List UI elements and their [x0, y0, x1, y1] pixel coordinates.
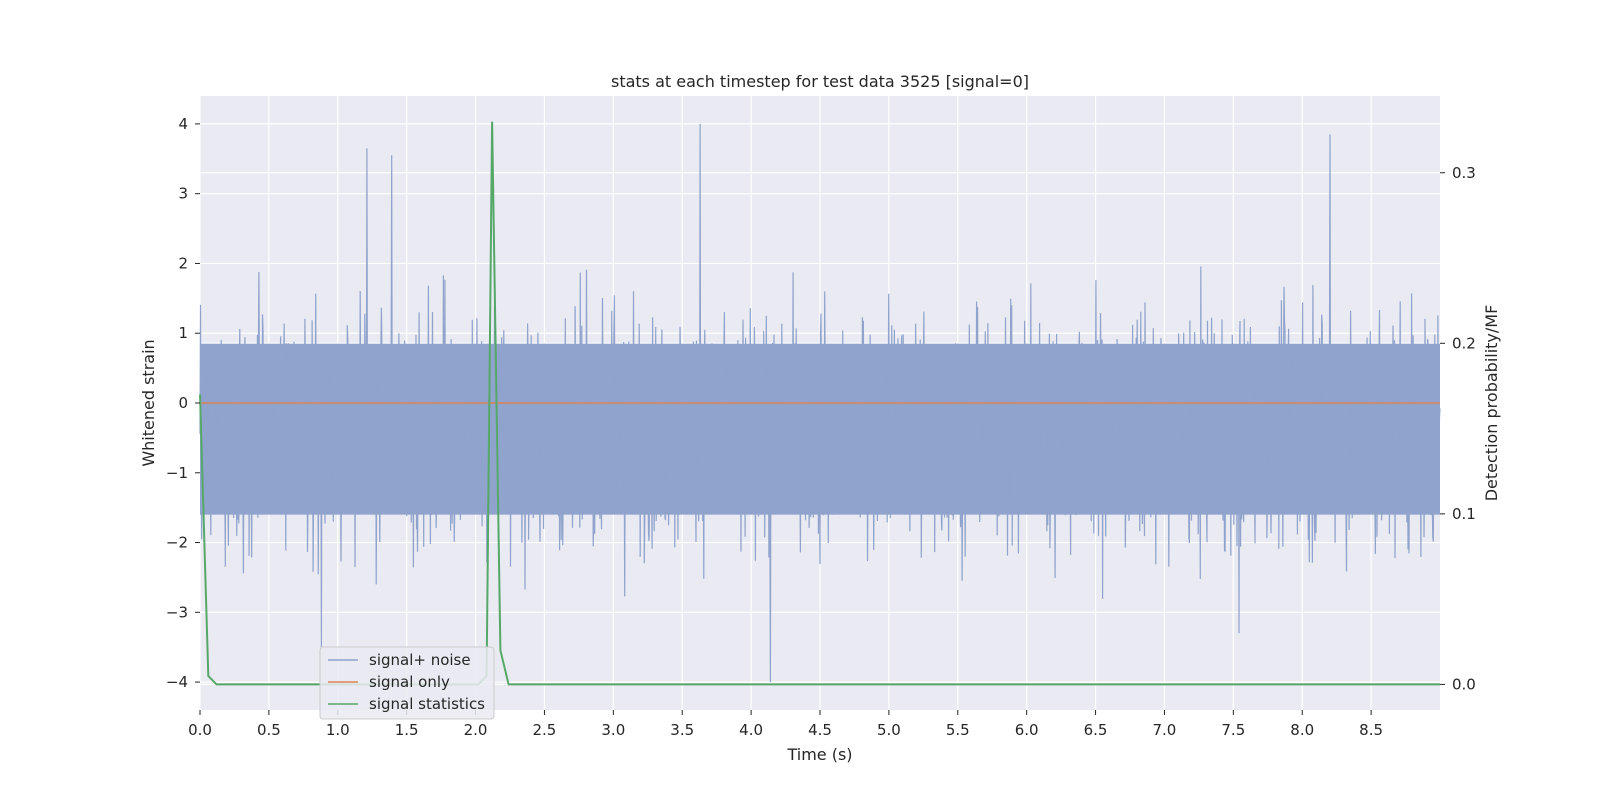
- x-tick-label: 6.5: [1084, 721, 1108, 739]
- x-axis-label: Time (s): [786, 745, 852, 764]
- y-tick-label: −2: [166, 534, 188, 552]
- x-tick-label: 4.5: [808, 721, 832, 739]
- chart-title: stats at each timestep for test data 352…: [611, 72, 1029, 91]
- y-tick-label: 4: [178, 115, 188, 133]
- x-tick-label: 6.0: [1015, 721, 1039, 739]
- x-tick-label: 8.0: [1290, 721, 1314, 739]
- legend-box: [319, 646, 495, 720]
- y-tick-label: 3: [178, 185, 188, 203]
- x-tick-label: 2.5: [533, 721, 557, 739]
- legend-label-signal-statistics: signal statistics: [369, 695, 485, 713]
- legend: signal+ noise signal only signal statist…: [319, 646, 495, 720]
- y2-tick-label: 0.3: [1452, 164, 1476, 182]
- y2-tick-label: 0.2: [1452, 334, 1476, 352]
- x-tick-label: 2.0: [464, 721, 488, 739]
- x-tick-label: 1.0: [326, 721, 350, 739]
- y2-axis-label: Detection probability/MF: [1482, 305, 1501, 502]
- x-tick-label: 5.5: [946, 721, 970, 739]
- x-tick-label: 4.0: [739, 721, 763, 739]
- plot-area: [199, 121, 1441, 686]
- x-tick-label: 1.5: [395, 721, 419, 739]
- x-tick-label: 3.0: [601, 721, 625, 739]
- y2-tick-label: 0.1: [1452, 505, 1476, 523]
- x-tick-label: 0.5: [257, 721, 281, 739]
- y2-tick-label: 0.0: [1452, 675, 1476, 693]
- y-tick-label: −1: [166, 464, 188, 482]
- x-tick-label: 0.0: [188, 721, 212, 739]
- legend-label-signal-noise: signal+ noise: [369, 651, 471, 669]
- y-tick-label: 1: [178, 324, 188, 342]
- y-tick-label: 0: [178, 394, 188, 412]
- y-tick-label: 2: [178, 254, 188, 272]
- y-axis-label: Whitened strain: [139, 339, 158, 466]
- x-tick-label: 5.0: [877, 721, 901, 739]
- x-tick-label: 3.5: [670, 721, 694, 739]
- x-tick-label: 7.0: [1153, 721, 1177, 739]
- legend-label-signal-only: signal only: [369, 673, 450, 691]
- series-signal-noise: [199, 123, 1441, 683]
- y-tick-label: −3: [166, 603, 188, 621]
- axes: 0.0 0.5 1.0 1.5 2.0 2.5 3.0 3.5 4.0 4.5 5.0 5.5 6.0 6…: [166, 115, 1476, 739]
- x-tick-label: 7.5: [1221, 721, 1245, 739]
- y-tick-label: −4: [166, 673, 188, 691]
- x-tick-label: 8.5: [1359, 721, 1383, 739]
